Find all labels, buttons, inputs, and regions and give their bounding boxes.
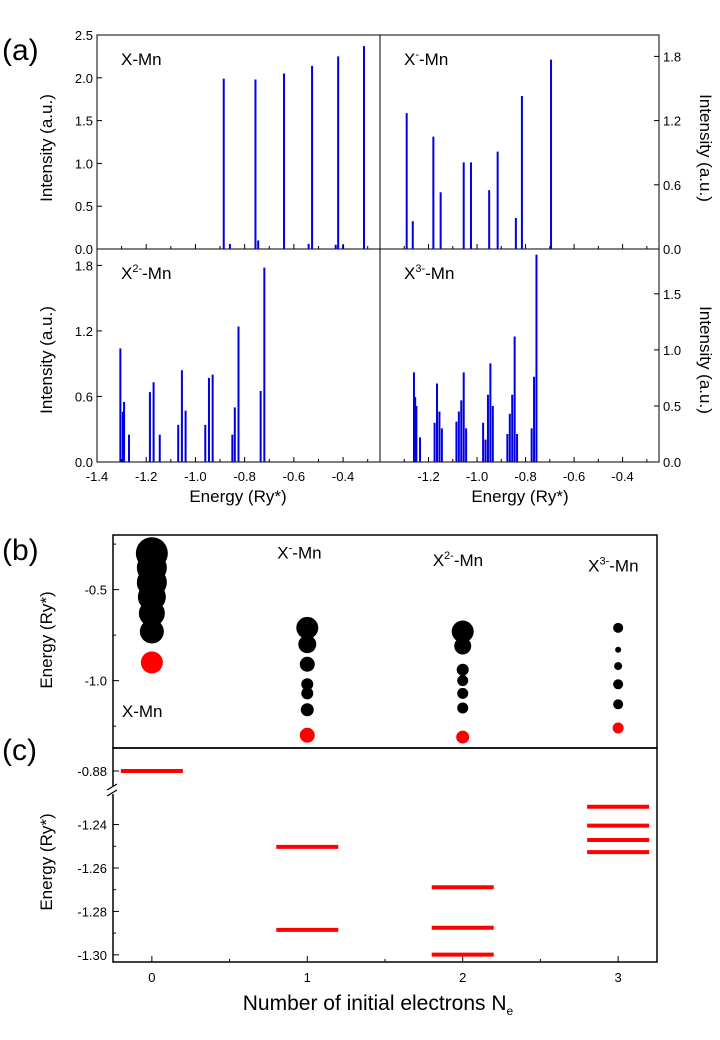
b-point-black xyxy=(139,619,164,644)
b-point-black xyxy=(457,702,469,714)
panel-label-a: (a) xyxy=(2,34,39,67)
a-quadrant-label: X-Mn xyxy=(121,50,162,69)
a-quadrant-label: X3--Mn xyxy=(404,263,454,283)
a-xtick-label: -1.2 xyxy=(135,469,157,484)
c-axis-break-mark xyxy=(106,789,118,797)
a-xtick-label: -0.6 xyxy=(283,469,305,484)
c-frame xyxy=(112,747,658,963)
a-xtick-label: -0.4 xyxy=(332,469,354,484)
b-ylabel: Energy (Ry*) xyxy=(37,591,56,688)
a-quadrant-label: X2--Mn xyxy=(121,263,171,283)
a-ytick-label: 1.5 xyxy=(663,287,681,302)
a-xtick-label: -0.8 xyxy=(233,469,255,484)
b-point-black xyxy=(301,687,314,700)
a-quadrant-label: X--Mn xyxy=(404,49,448,69)
c-xtick-label: 2 xyxy=(459,970,466,985)
c-xlabel: Number of initial electrons Ne xyxy=(243,992,514,1018)
a-xlabel-left: Energy (Ry*) xyxy=(189,487,286,506)
a-ytick-label: 0.0 xyxy=(663,242,681,257)
a-right-ylabel-top: Intensity (a.u.) xyxy=(696,94,715,202)
b-point-black xyxy=(613,699,624,710)
b-point-black xyxy=(613,622,624,633)
panel-label-b: (b) xyxy=(2,534,39,567)
panel-label-c: (c) xyxy=(2,734,37,767)
b-point-red xyxy=(612,722,624,734)
a-ytick-label: 2.0 xyxy=(75,71,93,86)
a-ytick-label: 2.5 xyxy=(75,28,93,43)
a-xtick-label: -1.0 xyxy=(184,469,206,484)
b-point-black xyxy=(613,679,624,690)
b-point-black xyxy=(451,620,474,643)
panel-b: -0.5 -1.0 X-Mn X--Mn X2--Mn X3--Mn xyxy=(85,534,658,749)
b-group-label: X--Mn xyxy=(277,543,321,563)
c-ylabel: Energy (Ry*) xyxy=(37,813,56,910)
c-ytick-label: -1.26 xyxy=(77,861,107,876)
b-point-black xyxy=(456,663,469,676)
c-ytick-label: -1.28 xyxy=(77,904,107,919)
a-ytick-label: 0.0 xyxy=(75,242,93,257)
b-point-black xyxy=(615,646,622,653)
c-xtick-label: 0 xyxy=(148,970,155,985)
b-point-black xyxy=(454,637,472,655)
b-group-label: X2--Mn xyxy=(433,550,483,570)
b-point-black xyxy=(614,662,623,671)
b-frame xyxy=(112,534,658,749)
a-ytick-label: 0.0 xyxy=(663,455,681,470)
b-point-black xyxy=(296,616,319,639)
a-left-ylabel-top: Intensity (a.u.) xyxy=(37,94,56,202)
b-point-black xyxy=(300,703,314,717)
a-xtick-label: -0.4 xyxy=(611,469,633,484)
b-point-black xyxy=(457,687,469,699)
a-ytick-label: 0.5 xyxy=(663,399,681,414)
a-left-ylabel-bottom: Intensity (a.u.) xyxy=(37,306,56,414)
c-axis-break-gap xyxy=(109,786,119,794)
a-xtick-label: -1.4 xyxy=(86,469,108,484)
b-point-black xyxy=(138,600,165,627)
c-ytick-label: -1.30 xyxy=(77,948,107,963)
a-ytick-label: 1.5 xyxy=(75,114,93,129)
c-axis-break-mark xyxy=(106,783,118,791)
a-right-ylabel-bottom: Intensity (a.u.) xyxy=(696,306,715,414)
b-ytick-label: -1.0 xyxy=(85,674,107,689)
b-point-black xyxy=(298,635,317,654)
b-group-label: X-Mn xyxy=(122,702,163,721)
c-xtick-label: 1 xyxy=(304,970,311,985)
panel-a: 0.0 0.5 1.0 1.5 2.0 2.5 X-Mn 0.0 0.6 1.2 1.8 X--Mn 0… xyxy=(75,28,681,484)
c-xtick-label: 3 xyxy=(615,970,622,985)
c-ytick-label: -1.24 xyxy=(77,818,107,833)
a-ytick-label: 1.0 xyxy=(663,343,681,358)
a-xtick-label: -0.8 xyxy=(514,469,536,484)
b-point-red xyxy=(140,651,163,674)
b-point-red xyxy=(299,727,315,743)
a-ytick-label: 1.8 xyxy=(663,49,681,64)
b-group-label: X3--Mn xyxy=(588,555,638,575)
b-point-red xyxy=(456,730,470,744)
b-point-black xyxy=(301,678,314,691)
b-point-black xyxy=(299,656,315,672)
c-ytick-label: -0.88 xyxy=(77,764,107,779)
a-ytick-label: 1.0 xyxy=(75,156,93,171)
a-xtick-label: -1.0 xyxy=(466,469,488,484)
a-ytick-label: 0.5 xyxy=(75,199,93,214)
a-xlabel-right: Energy (Ry*) xyxy=(471,487,568,506)
a-xtick-label: -1.2 xyxy=(417,469,439,484)
a-ytick-label: 1.8 xyxy=(75,258,93,273)
b-ytick-label: -0.5 xyxy=(85,583,107,598)
a-ytick-label: 0.6 xyxy=(75,389,93,404)
a-ytick-label: 1.2 xyxy=(663,114,681,129)
a-xtick-label: -0.6 xyxy=(563,469,585,484)
b-point-black xyxy=(457,675,469,687)
a-ytick-label: 0.0 xyxy=(75,455,93,470)
a-ytick-label: 0.6 xyxy=(663,178,681,193)
panel-c: -0.88 -1.24 -1.26 -1.28 -1.30 0 1 2 3 xyxy=(77,747,658,985)
a-ytick-label: 1.2 xyxy=(75,324,93,339)
